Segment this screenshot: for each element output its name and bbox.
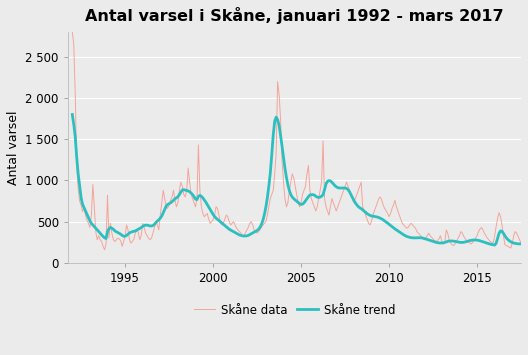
Y-axis label: Antal varsel: Antal varsel (7, 110, 20, 185)
Skåne trend (69, 113, 76, 117)
Line: Skåne data: Skåne data (72, 32, 528, 250)
Skåne data (69, 30, 76, 34)
Line: Skåne trend: Skåne trend (72, 115, 528, 245)
Skåne trend (87, 219, 93, 223)
Skåne trend (411, 236, 417, 240)
Skåne data (382, 206, 388, 211)
Skåne data (304, 172, 310, 176)
Legend: Skåne data, Skåne trend: Skåne data, Skåne trend (189, 299, 400, 321)
Skåne data (520, 242, 526, 247)
Skåne trend (288, 192, 294, 197)
Skåne data (379, 198, 385, 202)
Skåne data (143, 231, 149, 235)
Title: Antal varsel i Skåne, januari 1992 - mars 2017: Antal varsel i Skåne, januari 1992 - mar… (85, 7, 504, 24)
Skåne trend (374, 215, 381, 219)
Skåne trend (492, 243, 498, 247)
